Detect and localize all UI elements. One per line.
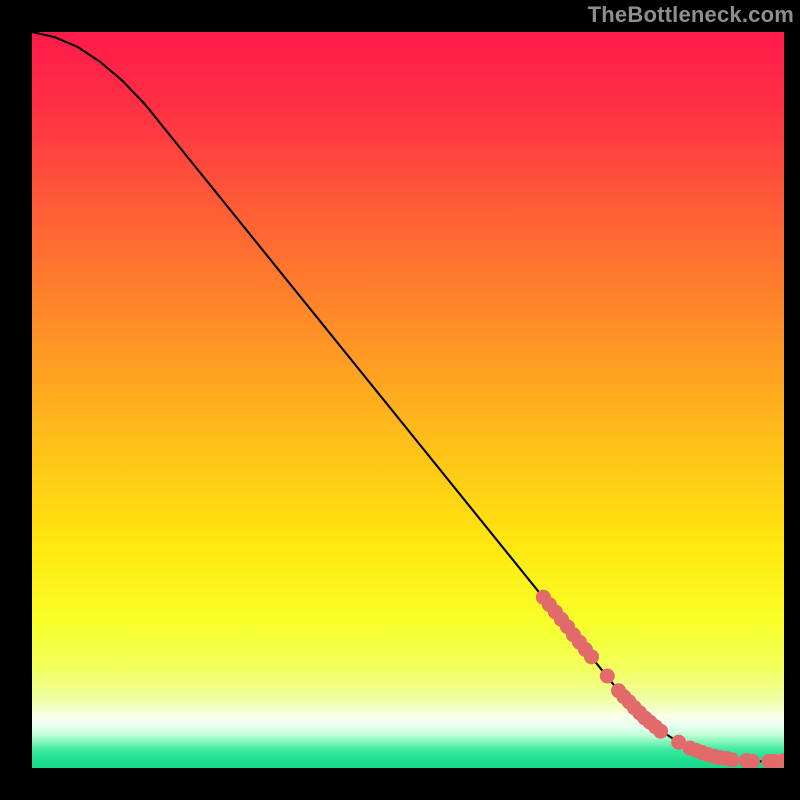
scatter-point [584, 649, 599, 664]
bottleneck-chart [0, 0, 800, 800]
scatter-point [725, 752, 740, 767]
border-left [0, 0, 32, 800]
watermark-text: TheBottleneck.com [588, 2, 794, 28]
scatter-point [745, 754, 760, 769]
chart-container: { "watermark": { "text": "TheBottleneck.… [0, 0, 800, 800]
plot-background [32, 32, 784, 768]
border-right [784, 0, 800, 800]
scatter-point [653, 724, 668, 739]
scatter-point [600, 669, 615, 684]
border-bottom [0, 768, 800, 800]
